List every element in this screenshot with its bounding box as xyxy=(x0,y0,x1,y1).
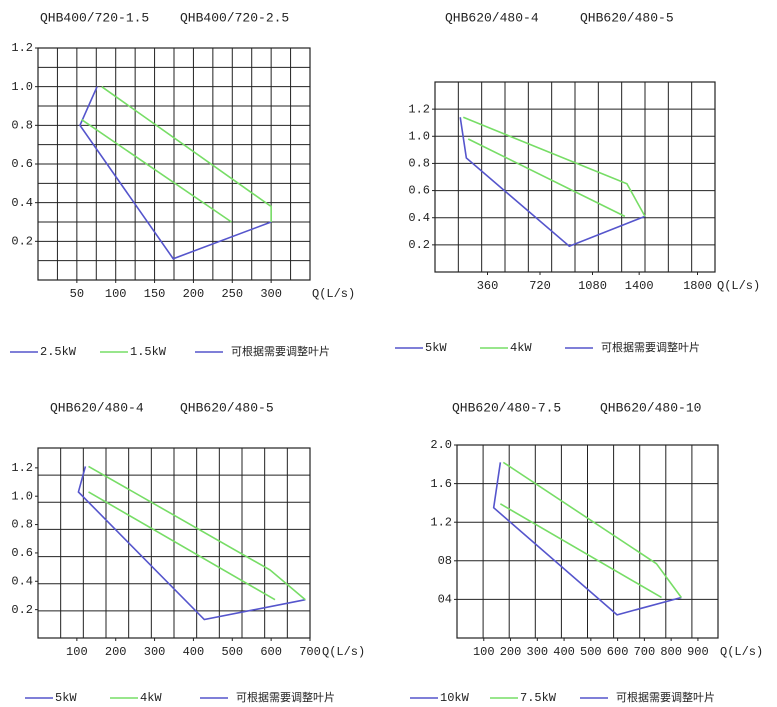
x-tick-label: 200 xyxy=(105,645,127,659)
series-line xyxy=(81,86,272,223)
plot-frame xyxy=(456,444,719,639)
x-tick-label: 1080 xyxy=(578,279,607,293)
y-tick-label: 0.6 xyxy=(11,157,33,171)
series-line xyxy=(77,466,306,621)
chart-title: QHB620/480-4 xyxy=(445,10,539,25)
chart-title: QHB620/480-4 xyxy=(50,400,144,415)
y-tick-label: 0.6 xyxy=(11,546,33,560)
x-axis-label: Q(L/s) xyxy=(720,645,763,659)
y-tick-label: 1.6 xyxy=(430,477,452,491)
y-tick-label: 1.0 xyxy=(11,80,33,94)
chart-title: QHB620/480-7.5 xyxy=(452,400,561,415)
y-tick-label: 1.2 xyxy=(11,41,33,55)
x-tick-label: 600 xyxy=(260,645,282,659)
legend-label: 4kW xyxy=(510,341,532,355)
x-tick-label: 100 xyxy=(105,287,127,301)
x-tick-label: 200 xyxy=(500,645,522,659)
x-tick-label: 1400 xyxy=(625,279,654,293)
legend-label: 5kW xyxy=(425,341,447,355)
x-tick-label: 700 xyxy=(634,645,656,659)
x-tick-label: 400 xyxy=(183,645,205,659)
y-tick-label: 1.2 xyxy=(430,515,452,529)
x-tick-label: 800 xyxy=(660,645,682,659)
x-axis-label: Q(L/s) xyxy=(717,279,760,293)
x-tick-label: 360 xyxy=(477,279,499,293)
series-line xyxy=(492,462,682,616)
y-tick-label: 0.4 xyxy=(11,574,33,588)
y-tick-label: 1.0 xyxy=(408,129,430,143)
plot-frame xyxy=(434,81,716,273)
legend-note: 可根据需要调整叶片 xyxy=(601,340,700,354)
y-tick-label: 0.4 xyxy=(408,211,430,225)
legend-note: 可根据需要调整叶片 xyxy=(616,690,715,704)
y-tick-label: 08 xyxy=(438,554,452,568)
x-tick-label: 600 xyxy=(607,645,629,659)
y-tick-label: 0.2 xyxy=(11,603,33,617)
chart-title: QHB620/480-5 xyxy=(180,400,274,415)
y-tick-label: 04 xyxy=(438,593,452,607)
x-tick-label: 150 xyxy=(144,287,166,301)
legend-label: 1.5kW xyxy=(130,345,167,359)
x-tick-label: 250 xyxy=(221,287,243,301)
x-tick-label: 50 xyxy=(70,287,84,301)
y-tick-label: 1.2 xyxy=(11,461,33,475)
x-tick-label: 900 xyxy=(687,645,709,659)
legend-label: 5kW xyxy=(55,691,77,705)
x-tick-label: 100 xyxy=(66,645,88,659)
y-tick-label: 0.6 xyxy=(408,184,430,198)
legend-note: 可根据需要调整叶片 xyxy=(231,344,330,358)
plot-frame xyxy=(37,447,311,639)
x-tick-label: 300 xyxy=(260,287,282,301)
x-tick-label: 400 xyxy=(553,645,575,659)
x-tick-label: 300 xyxy=(144,645,166,659)
series-line xyxy=(499,461,682,599)
chart-title: QHB620/480-5 xyxy=(580,10,674,25)
chart-title: QHB400/720-1.5 xyxy=(40,10,149,25)
y-tick-label: 0.8 xyxy=(408,157,430,171)
x-tick-label: 200 xyxy=(183,287,205,301)
x-tick-label: 300 xyxy=(527,645,549,659)
legend-note: 可根据需要调整叶片 xyxy=(236,690,335,704)
y-tick-label: 1.0 xyxy=(11,489,33,503)
y-tick-label: 1.2 xyxy=(408,102,430,116)
legend-label: 2.5kW xyxy=(40,345,77,359)
x-tick-label: 500 xyxy=(580,645,602,659)
x-tick-label: 720 xyxy=(529,279,551,293)
series-line xyxy=(459,117,646,248)
x-tick-label: 500 xyxy=(221,645,243,659)
y-tick-label: 0.4 xyxy=(11,196,33,210)
legend-label: 10kW xyxy=(440,691,470,705)
legend-label: 7.5kW xyxy=(520,691,557,705)
series-line xyxy=(79,86,272,260)
y-tick-label: 0.2 xyxy=(11,235,33,249)
chart-title: QHB400/720-2.5 xyxy=(180,10,289,25)
y-tick-label: 0.8 xyxy=(11,518,33,532)
x-axis-label: Q(L/s) xyxy=(322,645,365,659)
chart-title: QHB620/480-10 xyxy=(600,400,701,415)
series-line xyxy=(88,465,306,601)
series-line xyxy=(462,116,646,218)
legend-label: 4kW xyxy=(140,691,162,705)
x-tick-label: 1800 xyxy=(683,279,712,293)
y-tick-label: 0.8 xyxy=(11,119,33,133)
y-tick-label: 2.0 xyxy=(430,438,452,452)
y-tick-label: 0.2 xyxy=(408,238,430,252)
x-tick-label: 100 xyxy=(473,645,495,659)
x-axis-label: Q(L/s) xyxy=(312,287,355,301)
x-tick-label: 700 xyxy=(299,645,321,659)
